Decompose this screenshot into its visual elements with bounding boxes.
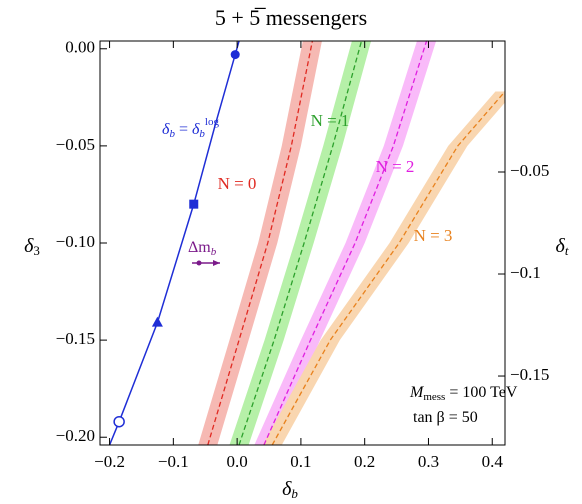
- dashed-line: [263, 41, 428, 445]
- band: [198, 41, 322, 445]
- y-tick-label: −0.05: [56, 135, 95, 154]
- y-label-symbol: δ: [24, 235, 34, 257]
- label-part: b: [199, 128, 205, 140]
- label-part: log: [205, 116, 220, 128]
- label-part: b: [211, 246, 217, 258]
- marker: [230, 50, 240, 60]
- x-tick-label: 0.0: [227, 452, 248, 471]
- y2-tick-label: −0.1: [510, 263, 541, 282]
- dashed-line: [238, 41, 363, 445]
- x-tick-label: −0.1: [158, 452, 189, 471]
- reference-label: δb = δblog: [162, 116, 219, 140]
- note-line: tan β = 50: [413, 409, 478, 426]
- plot-area: [108, 41, 505, 445]
- arrow-dot: [196, 260, 202, 266]
- x-label-sub: b: [291, 486, 298, 501]
- y-label-sub: 3: [33, 243, 40, 258]
- y2-axis-label: δt: [556, 235, 569, 258]
- x-label-symbol: δ: [282, 478, 292, 500]
- y-tick-label: −0.10: [56, 232, 95, 251]
- note-part: M: [409, 384, 425, 401]
- y2-tick-label: −0.05: [510, 161, 549, 180]
- dashed-line: [207, 41, 314, 445]
- note-line: Mmess = 100 TeV: [409, 384, 518, 403]
- y-tick-label: 0.00: [65, 38, 95, 57]
- series-label: N = 1: [311, 111, 350, 130]
- dashed-line: [271, 91, 505, 445]
- label-part: δ: [192, 121, 200, 138]
- marker: [189, 199, 199, 209]
- label-part: Δm: [188, 239, 211, 256]
- x-tick-label: 0.2: [354, 452, 375, 471]
- arrow-head: [213, 260, 220, 266]
- series-label: N = 3: [414, 226, 453, 245]
- x-axis-label: δb: [282, 478, 298, 501]
- y2-tick-label: −0.15: [510, 365, 549, 384]
- arrow-label: Δmb: [188, 239, 217, 258]
- band: [229, 41, 372, 445]
- label-part: δ: [162, 121, 170, 138]
- y-axis-label: δ3: [24, 235, 40, 258]
- label-part: b: [169, 128, 175, 140]
- note-part: mess: [423, 391, 445, 403]
- y2-label-symbol: δ: [556, 235, 566, 257]
- mass-shift-arrow: Δmb: [188, 239, 220, 266]
- x-tick-label: −0.2: [94, 452, 125, 471]
- marker: [113, 415, 125, 428]
- x-tick-label: 0.4: [482, 452, 504, 471]
- x-tick-label: 0.1: [290, 452, 311, 471]
- label-part: =: [175, 121, 192, 138]
- marker: [151, 316, 163, 327]
- x-tick-label: 0.3: [418, 452, 439, 471]
- note-part: tan β = 50: [413, 409, 478, 426]
- band: [254, 41, 437, 445]
- chart-title: 5 + 5̅ messengers: [215, 5, 367, 30]
- band: [262, 91, 505, 445]
- y-tick-label: −0.20: [56, 426, 95, 445]
- y-tick-label: −0.15: [56, 329, 95, 348]
- y2-label-sub: t: [565, 243, 569, 258]
- series-label: N = 2: [376, 157, 415, 176]
- series-label: N = 0: [218, 174, 257, 193]
- note-part: = 100 TeV: [445, 384, 517, 401]
